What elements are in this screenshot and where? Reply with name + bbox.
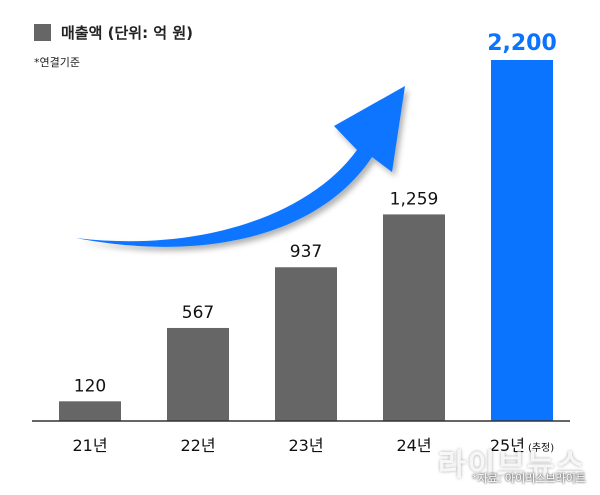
value-label-1: 567 (182, 303, 214, 323)
bar-4 (491, 60, 553, 421)
category-note-4: (추정) (528, 442, 554, 454)
category-label-0: 21년 (72, 436, 107, 455)
bar-1 (167, 327, 229, 421)
growth-arrow-icon (76, 86, 405, 247)
legend-swatch (34, 24, 51, 41)
source-note: *자료: 아이리스브라이트 (472, 472, 586, 485)
category-label-1: 22년 (180, 436, 215, 455)
bar-0 (59, 401, 121, 421)
legend: 매출액 (단위: 억 원) (34, 22, 193, 43)
value-label-0: 120 (74, 376, 106, 396)
bar-2 (275, 267, 337, 421)
bar-3 (383, 214, 445, 421)
category-label-2: 23년 (288, 436, 323, 455)
watermark: 라이브뉴스 (438, 448, 586, 483)
legend-label: 매출액 (단위: 억 원) (61, 24, 193, 42)
value-label-2: 937 (290, 242, 322, 262)
value-label-3: 1,259 (390, 189, 439, 209)
category-label-3: 24년 (396, 436, 431, 455)
value-label-4: 2,200 (487, 31, 557, 56)
basis-note: *연결기준 (34, 56, 80, 69)
